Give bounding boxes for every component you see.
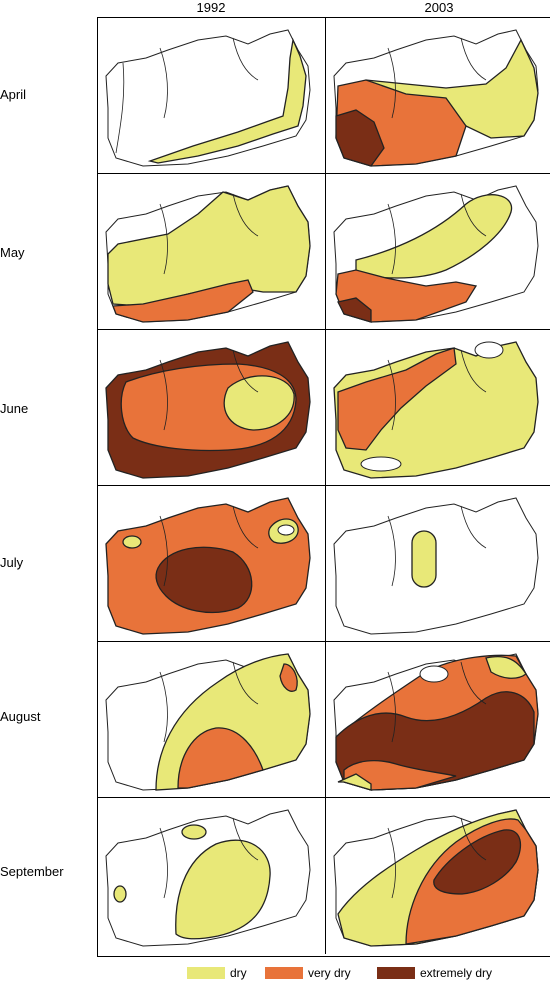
region-normal [360, 456, 402, 472]
region-extremely-dry [433, 829, 522, 895]
map-panel-june-1992 [98, 330, 326, 486]
region-dry [175, 839, 271, 940]
column-header-2003: 2003 [424, 0, 454, 15]
region-dry [107, 185, 311, 307]
map-panel-july-1992 [98, 486, 326, 642]
map-panel-june-2003 [326, 330, 550, 486]
region-extremely-dry [155, 546, 253, 614]
column-header-1992: 1992 [196, 0, 226, 15]
row-label-august: August [0, 709, 41, 724]
region-dry [122, 535, 142, 549]
map-panel-may-2003 [326, 174, 550, 330]
region-normal [277, 524, 295, 536]
region-very-dry [177, 727, 264, 789]
region-dry [337, 773, 372, 791]
region-extremely-dry [337, 297, 372, 323]
region-normal [474, 341, 504, 359]
map-panel-september-1992 [98, 798, 326, 954]
row-label-april: April [0, 87, 27, 102]
region-very-dry [112, 279, 254, 323]
map-panel-august-1992 [98, 642, 326, 798]
drought-map-grid [97, 17, 550, 957]
map-panel-july-2003 [326, 486, 550, 642]
region-dry [223, 375, 295, 431]
legend-swatch-dry [187, 967, 225, 979]
map-panel-august-2003 [326, 642, 550, 798]
region-dry [147, 37, 307, 164]
row-label-june: June [0, 401, 29, 416]
row-label-september: September [0, 864, 64, 879]
region-very-dry [279, 663, 298, 692]
region-extremely-dry [335, 109, 385, 167]
legend-label-very-dry: very dry [308, 966, 351, 980]
row-label-july: July [0, 555, 24, 570]
row-label-may: May [0, 245, 25, 260]
region-dry [113, 885, 127, 903]
region-dry [411, 530, 437, 588]
legend-item-dry: dry [187, 966, 247, 980]
region-dry [181, 824, 207, 840]
legend-label-dry: dry [230, 966, 247, 980]
legend: dry very dry extremely dry [0, 966, 550, 984]
map-panel-may-1992 [98, 174, 326, 330]
region-normal [419, 665, 449, 683]
legend-item-very-dry: very dry [265, 966, 351, 980]
legend-item-extremely-dry: extremely dry [377, 966, 492, 980]
legend-label-extremely-dry: extremely dry [420, 966, 493, 980]
region-very-dry [343, 759, 457, 791]
legend-swatch-very-dry [265, 967, 303, 979]
region-dry [485, 655, 527, 679]
map-panel-april-2003 [326, 18, 550, 174]
map-panel-september-2003 [326, 798, 550, 954]
region-very-dry [337, 347, 457, 451]
map-panel-april-1992 [98, 18, 326, 174]
legend-swatch-extremely-dry [377, 967, 415, 979]
